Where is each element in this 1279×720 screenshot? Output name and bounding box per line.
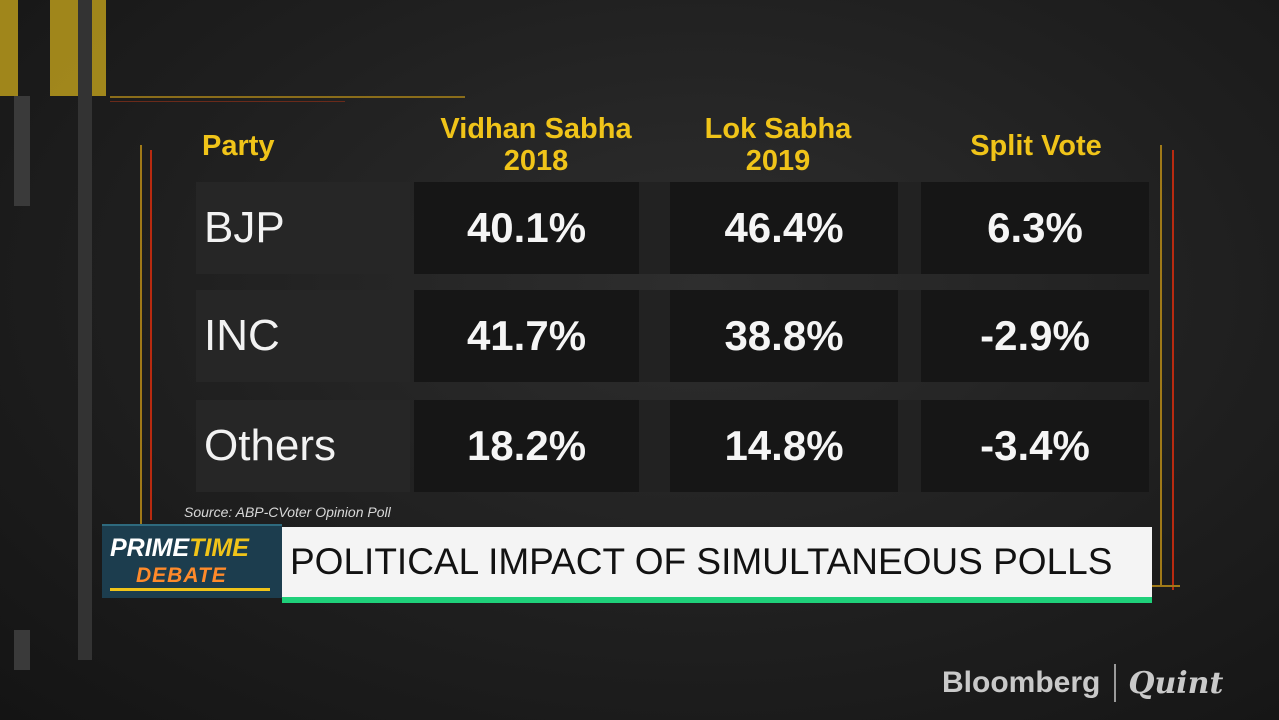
logo-prime: PRIME: [110, 534, 190, 562]
decor-grey-bar: [14, 96, 30, 206]
cell-gap: [639, 400, 670, 492]
logo-prime-time: PRIMETIME: [110, 534, 249, 563]
logo-underline: [110, 588, 270, 591]
logo-time: TIME: [189, 534, 249, 562]
cell-gap: [639, 290, 670, 382]
cell-gap: [898, 182, 921, 274]
party-cell: Others: [196, 400, 410, 492]
cell-gap: [898, 400, 921, 492]
split-vote-cell: -2.9%: [921, 290, 1149, 382]
table-row: INC 41.7% 38.8% -2.9%: [196, 290, 1151, 382]
headline-accent-line: [282, 597, 1152, 603]
primetime-debate-logo: PRIMETIME DEBATE: [102, 524, 282, 598]
decor-left-line-gold: [140, 145, 142, 525]
channel-branding: Bloomberg Quint: [942, 664, 1223, 702]
decor-right-corner: [1140, 585, 1180, 587]
party-cell: INC: [196, 290, 410, 382]
cell-gap: [639, 182, 670, 274]
headline-banner: POLITICAL IMPACT OF SIMULTANEOUS POLLS: [282, 527, 1152, 597]
table-row: BJP 40.1% 46.4% 6.3%: [196, 182, 1151, 274]
header-vidhan-sabha-line2: 2018: [503, 145, 569, 177]
vidhan-sabha-cell: 40.1%: [414, 182, 639, 274]
decor-right-line-red: [1172, 150, 1174, 590]
decor-top-line: [110, 96, 465, 98]
header-lok-sabha-line2: 2019: [745, 145, 811, 177]
header-split-vote: Split Vote: [970, 130, 1102, 162]
vidhan-sabha-cell: 18.2%: [414, 400, 639, 492]
logo-debate: DEBATE: [136, 564, 227, 587]
split-vote-cell: 6.3%: [921, 182, 1149, 274]
branding-separator: [1114, 664, 1117, 702]
header-lok-sabha: Lok Sabha 2019: [668, 113, 888, 177]
decor-top-line-red: [110, 101, 345, 102]
header-vidhan-sabha: Vidhan Sabha 2018: [416, 113, 656, 177]
decor-grey-vertical-bar: [78, 0, 92, 660]
decor-grey-bar-bottom: [14, 630, 30, 670]
vidhan-sabha-cell: 41.7%: [414, 290, 639, 382]
header-lok-sabha-line1: Lok Sabha: [704, 113, 852, 145]
header-vidhan-sabha-line1: Vidhan Sabha: [440, 113, 632, 145]
decor-left-line-red: [150, 150, 152, 520]
quint-wordmark: Quint: [1128, 665, 1224, 701]
table-row: Others 18.2% 14.8% -3.4%: [196, 400, 1151, 492]
cell-gap: [898, 290, 921, 382]
source-note: Source: ABP-CVoter Opinion Poll: [184, 504, 391, 520]
header-party: Party: [202, 130, 275, 162]
lok-sabha-cell: 46.4%: [670, 182, 898, 274]
lok-sabha-cell: 38.8%: [670, 290, 898, 382]
party-cell: BJP: [196, 182, 410, 274]
lok-sabha-cell: 14.8%: [670, 400, 898, 492]
decor-right-line-gold: [1160, 145, 1162, 585]
decor-yellow-bar-left: [0, 0, 18, 96]
split-vote-cell: -3.4%: [921, 400, 1149, 492]
bloomberg-wordmark: Bloomberg: [942, 666, 1101, 699]
